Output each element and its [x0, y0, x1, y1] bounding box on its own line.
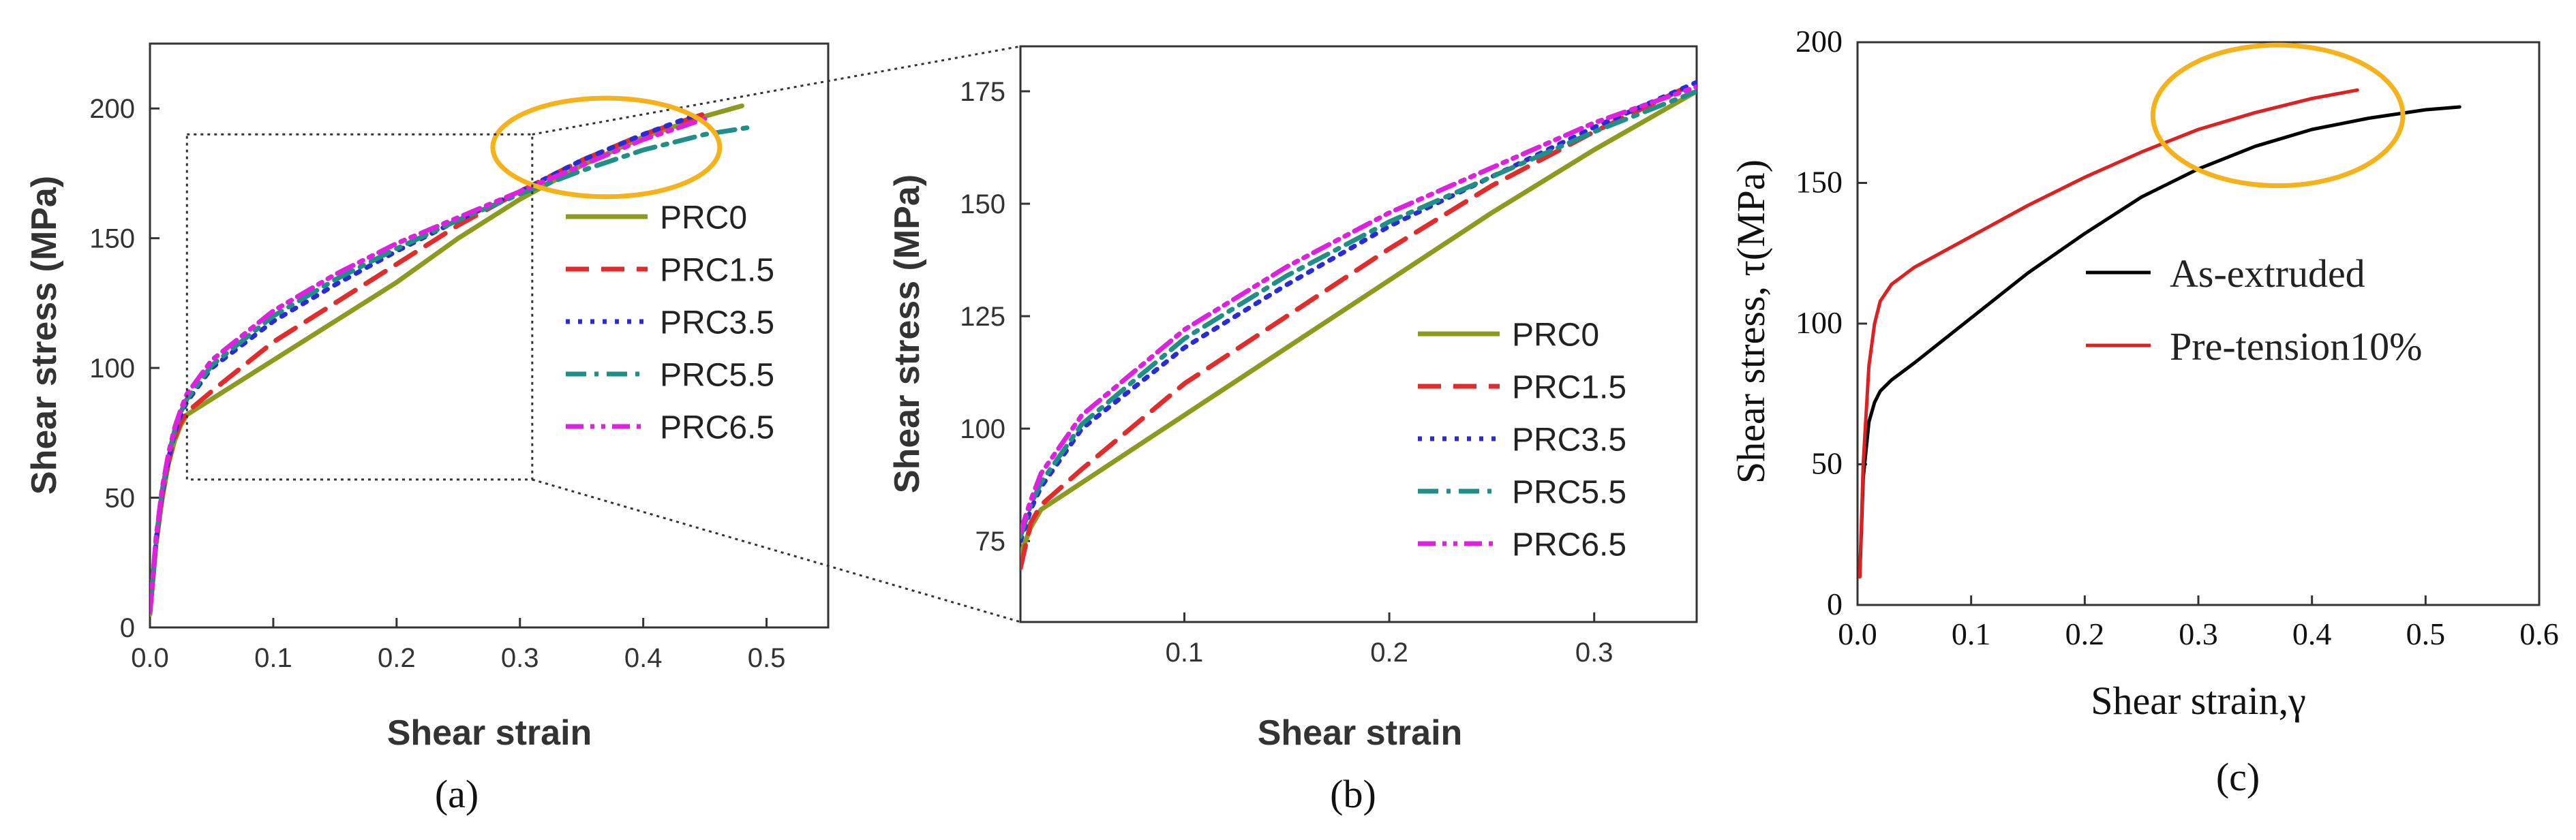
highlight-ellipse-a: [490, 95, 723, 200]
chart-c-marks: 0.0 0.1 0.2 0.3 0.4 0.5 0.6 0 50 100 150 200 As-extr…: [1795, 24, 2559, 651]
y-tick-label-b: 175: [960, 77, 1005, 107]
legend-label-a: PRC0: [660, 200, 747, 236]
y-tick-label-c: 200: [1795, 24, 1843, 59]
panel-label-c: (c): [2216, 755, 2260, 799]
legend-label-a: PRC3.5: [660, 305, 774, 341]
chart-panel-a: 0.0 0.1 0.2 0.3 0.4 0.5 0 50 100 150 200 PRC0 PRC1.5…: [25, 42, 830, 816]
series-line-pre-tension10-: [1858, 88, 2359, 579]
y-axis-label-c: Shear stress, τ(MPa): [1729, 159, 1773, 484]
plot-frame-b: [1019, 45, 1698, 623]
legend-label-b: PRC1.5: [1512, 369, 1626, 405]
panel-label-a: (a): [435, 772, 479, 816]
series-group-a: [150, 103, 757, 617]
x-tick-label-c: 0.5: [2406, 617, 2446, 651]
legend-label-a: PRC6.5: [660, 409, 774, 446]
legend-label-a: PRC1.5: [660, 252, 774, 288]
y-tick-label-b: 150: [960, 189, 1005, 219]
y-tick-label-b: 125: [960, 302, 1005, 332]
legend-label-b: PRC5.5: [1512, 474, 1626, 510]
x-tick-label-a: 0.2: [378, 643, 416, 673]
zoom-box-a: [185, 133, 534, 481]
x-axis-label-c: Shear strain,γ: [2091, 679, 2306, 723]
legend-label-b: PRC0: [1512, 317, 1599, 353]
y-tick-label-a: 100: [89, 354, 135, 384]
series-line-prc1-5: [1020, 80, 1697, 571]
y-axis-label-a: Shear stress (MPa): [25, 176, 64, 495]
y-tick-label-a: 150: [89, 224, 135, 254]
x-tick-label-c: 0.6: [2519, 617, 2559, 651]
x-tick-label-c: 0.0: [1838, 617, 1877, 651]
chart-b-marks: 0.1 0.2 0.3 75 100 125 150 175 PRC0 PRC1.5 PRC3.5 P…: [960, 77, 1697, 668]
x-tick-label-c: 0.1: [1952, 617, 1991, 651]
x-tick-label-c: 0.4: [2292, 617, 2332, 651]
panel-label-b: (b): [1330, 772, 1376, 816]
y-tick-label-a: 0: [120, 613, 135, 643]
x-tick-label-a: 0.1: [254, 643, 292, 673]
x-tick-label-a: 0.4: [624, 643, 663, 673]
x-tick-label-a: 0.0: [131, 643, 169, 673]
x-tick-label-c: 0.3: [2179, 617, 2218, 651]
series-line-as-extruded: [1858, 105, 2461, 579]
x-tick-label-b: 0.3: [1575, 638, 1613, 668]
legend-label-c: Pre-tension10%: [2170, 324, 2423, 369]
highlight-ellipse-c: [2150, 42, 2406, 189]
series-line-prc3-5: [150, 114, 695, 615]
y-axis-label-b: Shear stress (MPa): [888, 174, 927, 493]
y-tick-label-b: 75: [975, 527, 1006, 557]
series-line-prc5-5: [1020, 89, 1697, 540]
x-tick-label-c: 0.2: [2065, 617, 2105, 651]
legend-label-c: As-extruded: [2170, 251, 2365, 296]
y-tick-label-c: 50: [1811, 446, 1843, 481]
plot-frame-a: [149, 42, 830, 629]
legend-label-a: PRC5.5: [660, 357, 774, 393]
series-group-b: [1020, 80, 1697, 571]
series-line-prc6-5: [1020, 84, 1697, 535]
chart-panel-b: 0.1 0.2 0.3 75 100 125 150 175 PRC0 PRC1.5 PRC3.5 P…: [888, 45, 1698, 816]
zoom-connector-top: [532, 45, 1021, 136]
series-line-prc6-5: [150, 116, 708, 615]
y-tick-label-a: 200: [89, 94, 135, 124]
x-tick-label-a: 0.5: [748, 643, 786, 673]
x-tick-label-b: 0.1: [1166, 638, 1204, 668]
y-tick-label-c: 0: [1827, 587, 1843, 621]
legend-label-b: PRC3.5: [1512, 422, 1626, 458]
series-group-c: [1858, 88, 2461, 579]
x-tick-label-b: 0.2: [1370, 638, 1408, 668]
series-line-prc1-5: [150, 111, 708, 615]
y-tick-label-b: 100: [960, 414, 1005, 444]
y-tick-label-a: 50: [105, 484, 136, 514]
zoom-connector-bottom: [532, 478, 1021, 623]
zoom-connector-lines: [532, 45, 1021, 623]
y-tick-label-c: 100: [1795, 305, 1843, 340]
chart-panel-c: 0.0 0.1 0.2 0.3 0.4 0.5 0.6 0 50 100 150 200 As-extr…: [1729, 24, 2559, 799]
series-line-prc0: [150, 103, 744, 617]
chart-a-marks: 0.0 0.1 0.2 0.3 0.4 0.5 0 50 100 150 200 PRC0 PRC1.5…: [89, 94, 785, 673]
x-axis-label-b: Shear strain: [1258, 713, 1463, 753]
legend-label-b: PRC6.5: [1512, 527, 1626, 563]
x-axis-label-a: Shear strain: [387, 713, 592, 753]
x-tick-label-a: 0.3: [501, 643, 539, 673]
y-tick-label-c: 150: [1795, 165, 1843, 200]
